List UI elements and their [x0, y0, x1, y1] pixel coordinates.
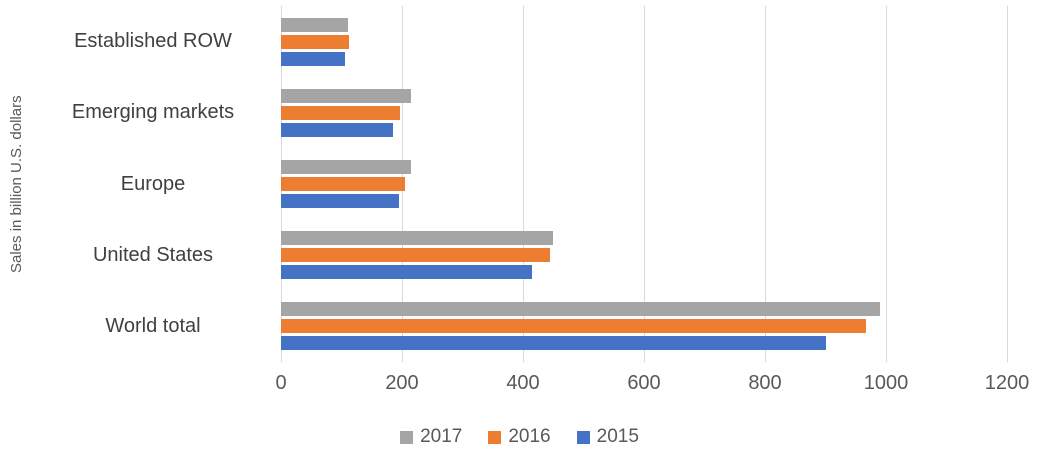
x-axis: 0 200 400 600 800 1000 1200 [275, 372, 1029, 398]
gridline-800 [765, 6, 766, 362]
bar-2015-united-states [281, 265, 533, 280]
bar-2015-emerging-markets [281, 122, 393, 137]
bar-group-emerging-markets [281, 77, 1007, 148]
bar-group-united-states [281, 220, 1007, 291]
x-tick-label-0: 0 [275, 372, 287, 394]
x-tick-label-1000: 1000 [863, 372, 909, 394]
y-axis-title: Sales in billion U.S. dollars [8, 95, 25, 273]
legend-label-2016: 2016 [508, 426, 551, 447]
bar-2017-united-states [281, 231, 554, 246]
legend-item-2015: 2015 [576, 426, 639, 448]
gridline-1000 [886, 6, 887, 362]
category-label-united-states: United States [92, 243, 214, 266]
legend-swatch-2016 [488, 430, 502, 444]
bar-2016-established-row [281, 34, 350, 49]
bar-2016-emerging-markets [281, 105, 401, 120]
bar-2017-established-row [281, 17, 348, 32]
legend-item-2016: 2016 [488, 426, 551, 448]
bar-2017-world-total [281, 302, 880, 317]
bar-2017-emerging-markets [281, 88, 412, 103]
bar-2016-europe [281, 177, 406, 191]
legend: 2017 2016 2015 [0, 426, 1039, 448]
plot-area [281, 6, 1008, 362]
category-label-emerging-markets: Emerging markets [71, 101, 235, 124]
x-tick-label-800: 800 [748, 372, 782, 394]
bar-2015-europe [281, 194, 399, 208]
gridline-400 [523, 6, 524, 362]
x-tick-label-200: 200 [385, 372, 419, 394]
bar-group-world-total [281, 291, 1007, 362]
bar-2015-established-row [281, 51, 345, 66]
bar-2017-europe [281, 160, 412, 174]
x-tick-label-600: 600 [627, 372, 661, 394]
gridline-1200 [1007, 6, 1008, 362]
legend-label-2017: 2017 [420, 426, 463, 447]
bar-group-europe [281, 148, 1007, 219]
category-label-established-row: Established ROW [74, 30, 232, 53]
category-label-europe: Europe [120, 172, 186, 195]
bar-2016-world-total [281, 319, 867, 334]
x-tick-label-1200: 1200 [984, 372, 1030, 394]
category-label-world-total: World total [105, 314, 201, 337]
bar-group-established-row [281, 6, 1007, 77]
legend-swatch-2015 [576, 430, 590, 444]
legend-item-2017: 2017 [400, 426, 462, 448]
bar-2015-world-total [281, 336, 826, 351]
legend-label-2015: 2015 [596, 426, 639, 447]
x-tick-label-400: 400 [506, 372, 540, 394]
bar-groups [281, 6, 1007, 362]
gridline-600 [644, 6, 645, 362]
legend-swatch-2017 [400, 430, 414, 444]
bar-2016-united-states [281, 248, 551, 263]
category-labels: Established ROW Emerging markets Europe Uni… [40, 6, 266, 362]
